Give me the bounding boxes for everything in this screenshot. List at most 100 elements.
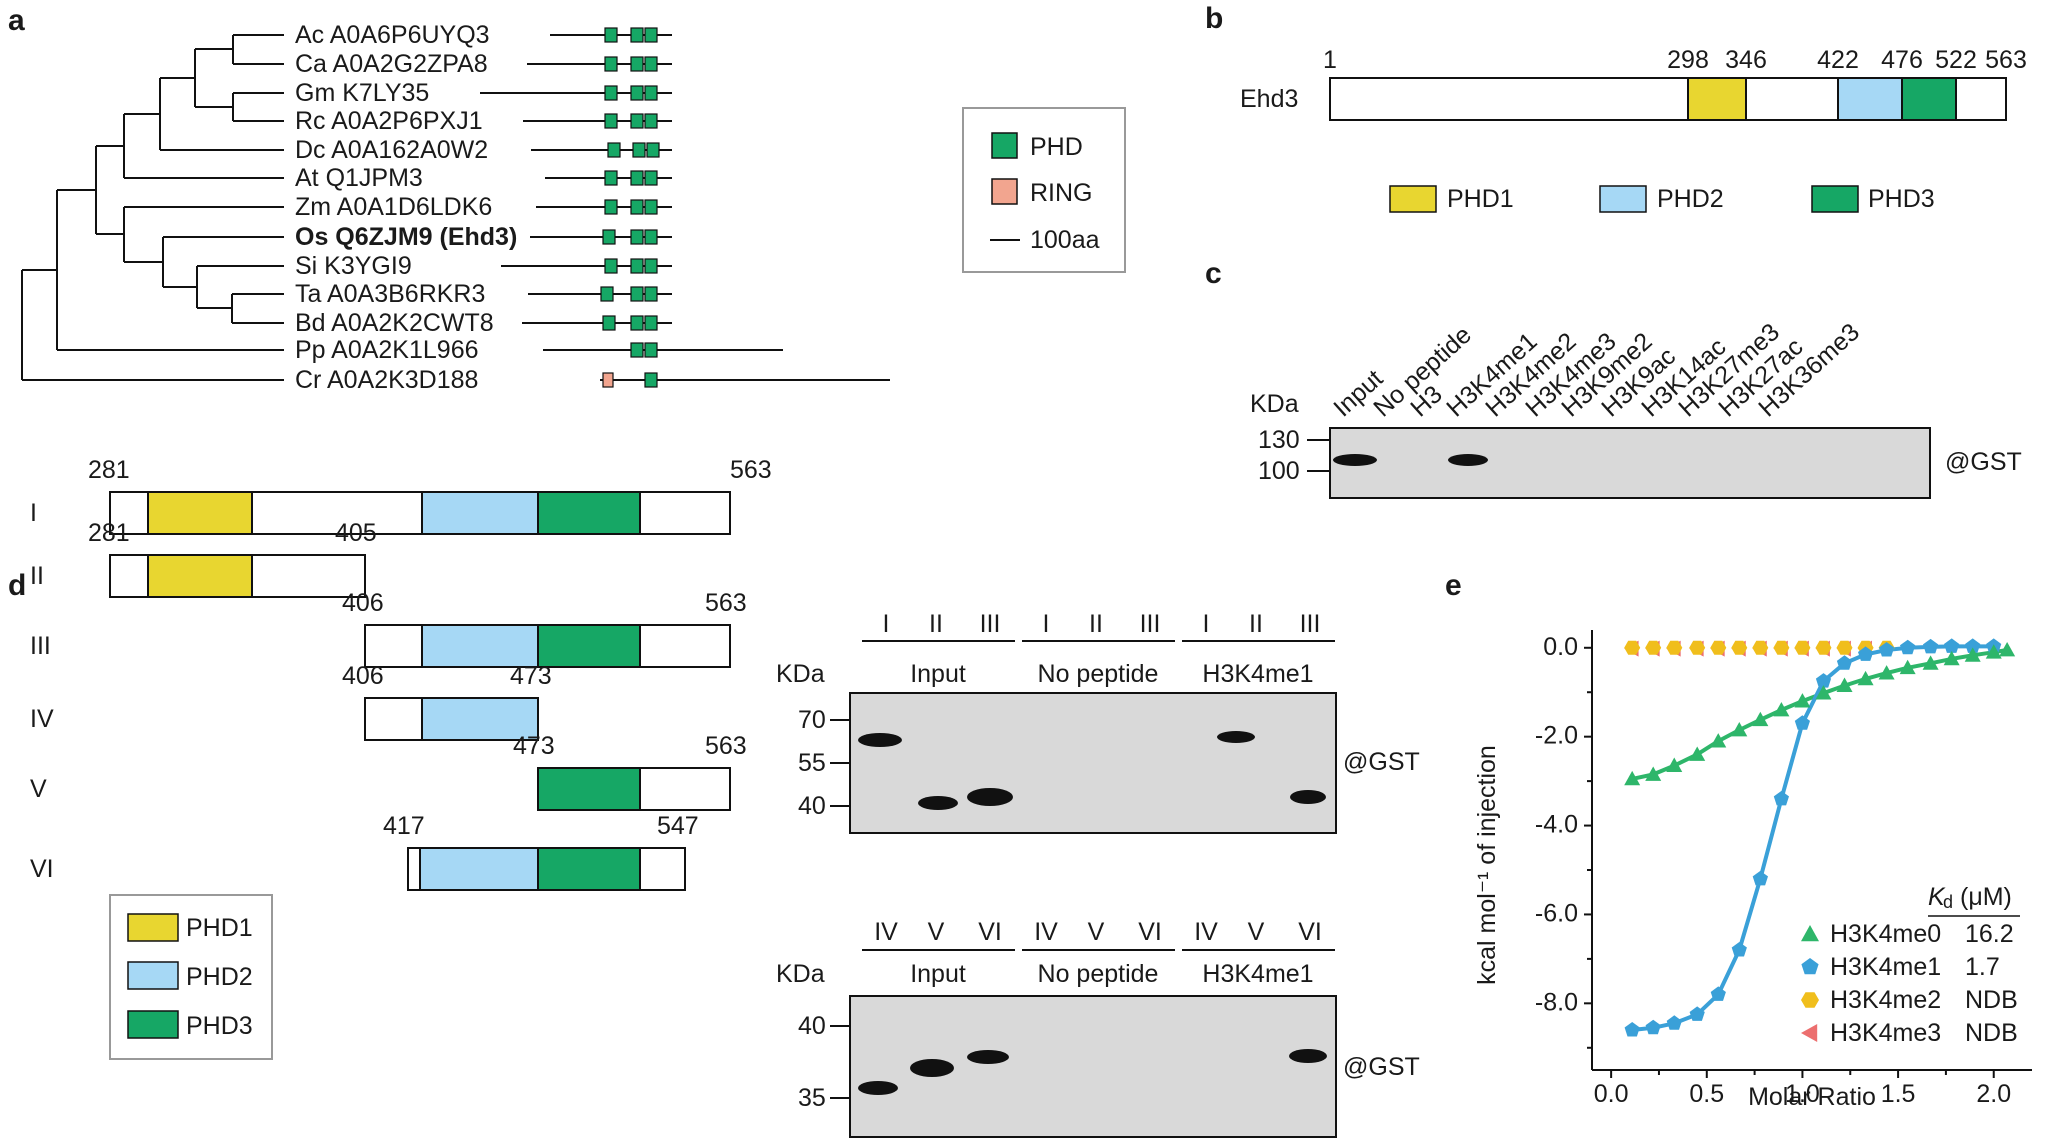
species-label: Ca A0A2G2ZPA8 [295, 50, 488, 78]
species-label: Pp A0A2K1L966 [295, 336, 479, 364]
legend-series-name: H3K4me0 [1830, 920, 1941, 948]
construct-id: II [30, 562, 44, 590]
data-point-h3k4me0 [1731, 722, 1748, 737]
construct-diagrams: I 281 563 II 281 405 III 406 563 IV 406 473 V 473 563 V… [30, 456, 772, 891]
construct-id: I [30, 499, 37, 527]
itc-fit-curves [1631, 644, 2008, 1032]
lane-label: III [1300, 610, 1321, 638]
blot-band [910, 1059, 954, 1077]
panel-label-d: d [8, 569, 26, 602]
legend-ring-label: RING [1030, 179, 1093, 207]
construct-start: 281 [88, 456, 130, 484]
blot-band [858, 1081, 898, 1095]
tree-branch [162, 236, 284, 288]
construct-end: 473 [510, 662, 552, 690]
panel-label-e: e [1445, 569, 1462, 602]
construct-phd2-domain [421, 624, 539, 668]
phd-domain [646, 142, 660, 158]
data-point-h3k4me1 [1752, 870, 1768, 886]
phd-domain [602, 229, 616, 245]
phd-domain [644, 372, 658, 388]
blot-band-input [1333, 454, 1377, 466]
position-label: 476 [1881, 46, 1923, 74]
legend-series-name: H3K4me3 [1830, 1019, 1941, 1047]
lane-label: II [1249, 610, 1263, 638]
phd-domain [644, 286, 658, 302]
tree-branch [95, 145, 124, 235]
species-label: Ta A0A3B6RKR3 [295, 280, 485, 308]
phd-domain [602, 315, 616, 331]
lane-label: IV [1034, 918, 1058, 946]
data-point-h3k4me2 [1773, 640, 1790, 655]
blot-band [1290, 790, 1326, 804]
group-label: H3K4me1 [1202, 660, 1313, 688]
blot-band [1289, 1049, 1327, 1063]
phd-domain [644, 199, 658, 215]
tree-branch [21, 269, 284, 381]
marker-label: 35 [798, 1084, 826, 1112]
x-axis-title: Molar Ratio [1748, 1083, 1876, 1111]
data-point-h3k4me1 [1731, 942, 1747, 957]
blot-band [858, 733, 902, 747]
y-tick-label: 0.0 [1543, 633, 1578, 661]
construct-legend: PHD1 PHD2 PHD3 [109, 894, 273, 1060]
species-label: Si K3YGI9 [295, 252, 412, 280]
lane-label: III [980, 610, 1001, 638]
data-point-h3k4me0 [1752, 711, 1769, 727]
data-point-h3k4me1 [1710, 986, 1726, 1001]
phd-domain [644, 113, 658, 129]
blot-band [918, 796, 958, 810]
phd-domain [630, 229, 644, 245]
construct-phd3-domain [537, 491, 641, 535]
position-label: 346 [1725, 46, 1767, 74]
antibody-label: @GST [1343, 748, 1420, 776]
y-tick-label: -8.0 [1535, 988, 1578, 1016]
data-point-h3k4me0 [1999, 642, 2016, 657]
construct-start: 417 [383, 812, 425, 840]
legend-marker-h3k4me0 [1801, 925, 1819, 942]
phd-domain [600, 286, 614, 302]
antibody-label: @GST [1945, 448, 2022, 476]
construct-phd2-domain [421, 697, 539, 741]
tree-branch [194, 48, 233, 108]
protein-name: Ehd3 [1240, 85, 1298, 113]
data-point-h3k4me0 [1922, 655, 1939, 670]
x-tick-label: 1.0 [1785, 1080, 1820, 1108]
data-point-h3k4me0 [1773, 702, 1790, 717]
legend-phd2-label: PHD2 [186, 963, 253, 991]
group-label: H3K4me1 [1202, 960, 1313, 988]
data-point-h3k4me0 [1666, 757, 1683, 772]
data-point-h3k4me2 [1645, 640, 1662, 655]
phd-domain [604, 170, 618, 186]
species-label: Gm K7LY35 [295, 79, 429, 107]
itc-panel: 0.0 0.5 1.0 1.5 2.0 0.0 -2.0 -4.0 -6.0 -8.0 Molar… [1473, 630, 2032, 1111]
x-tick-label: 0.0 [1594, 1080, 1629, 1108]
phd-domain [604, 199, 618, 215]
phd-domain [630, 170, 644, 186]
x-tick-label: 0.5 [1689, 1080, 1724, 1108]
lane-label: V [1248, 918, 1265, 946]
legend-phd3-label: PHD3 [186, 1012, 253, 1040]
data-point-h3k4me0 [1624, 770, 1641, 786]
data-point-h3k4me0 [1645, 766, 1662, 781]
legend-ring-swatch [991, 178, 1018, 205]
position-label: 563 [1985, 46, 2027, 74]
legend-phd1-label: PHD1 [186, 914, 253, 942]
phylogenetic-tree [21, 34, 284, 381]
data-point-h3k4me1 [1794, 715, 1810, 730]
lane-labels: IV V VI IV V VI IV V VI [874, 918, 1322, 946]
data-point-h3k4me0 [1815, 685, 1832, 700]
itc-axes: 0.0 0.5 1.0 1.5 2.0 0.0 -2.0 -4.0 -6.0 -8.0 [1535, 630, 2032, 1108]
x-tick-label: 2.0 [1976, 1080, 2011, 1108]
legend-series-name: H3K4me1 [1830, 953, 1941, 981]
data-point-h3k4me0 [1857, 670, 1874, 686]
data-point-h3k4me0 [1794, 693, 1811, 708]
phd-domain [604, 27, 618, 43]
phd-domain [644, 342, 658, 358]
construct-phd3-domain [537, 624, 641, 668]
phd-domain [630, 286, 644, 302]
legend-phd1-label: PHD1 [1447, 185, 1514, 213]
